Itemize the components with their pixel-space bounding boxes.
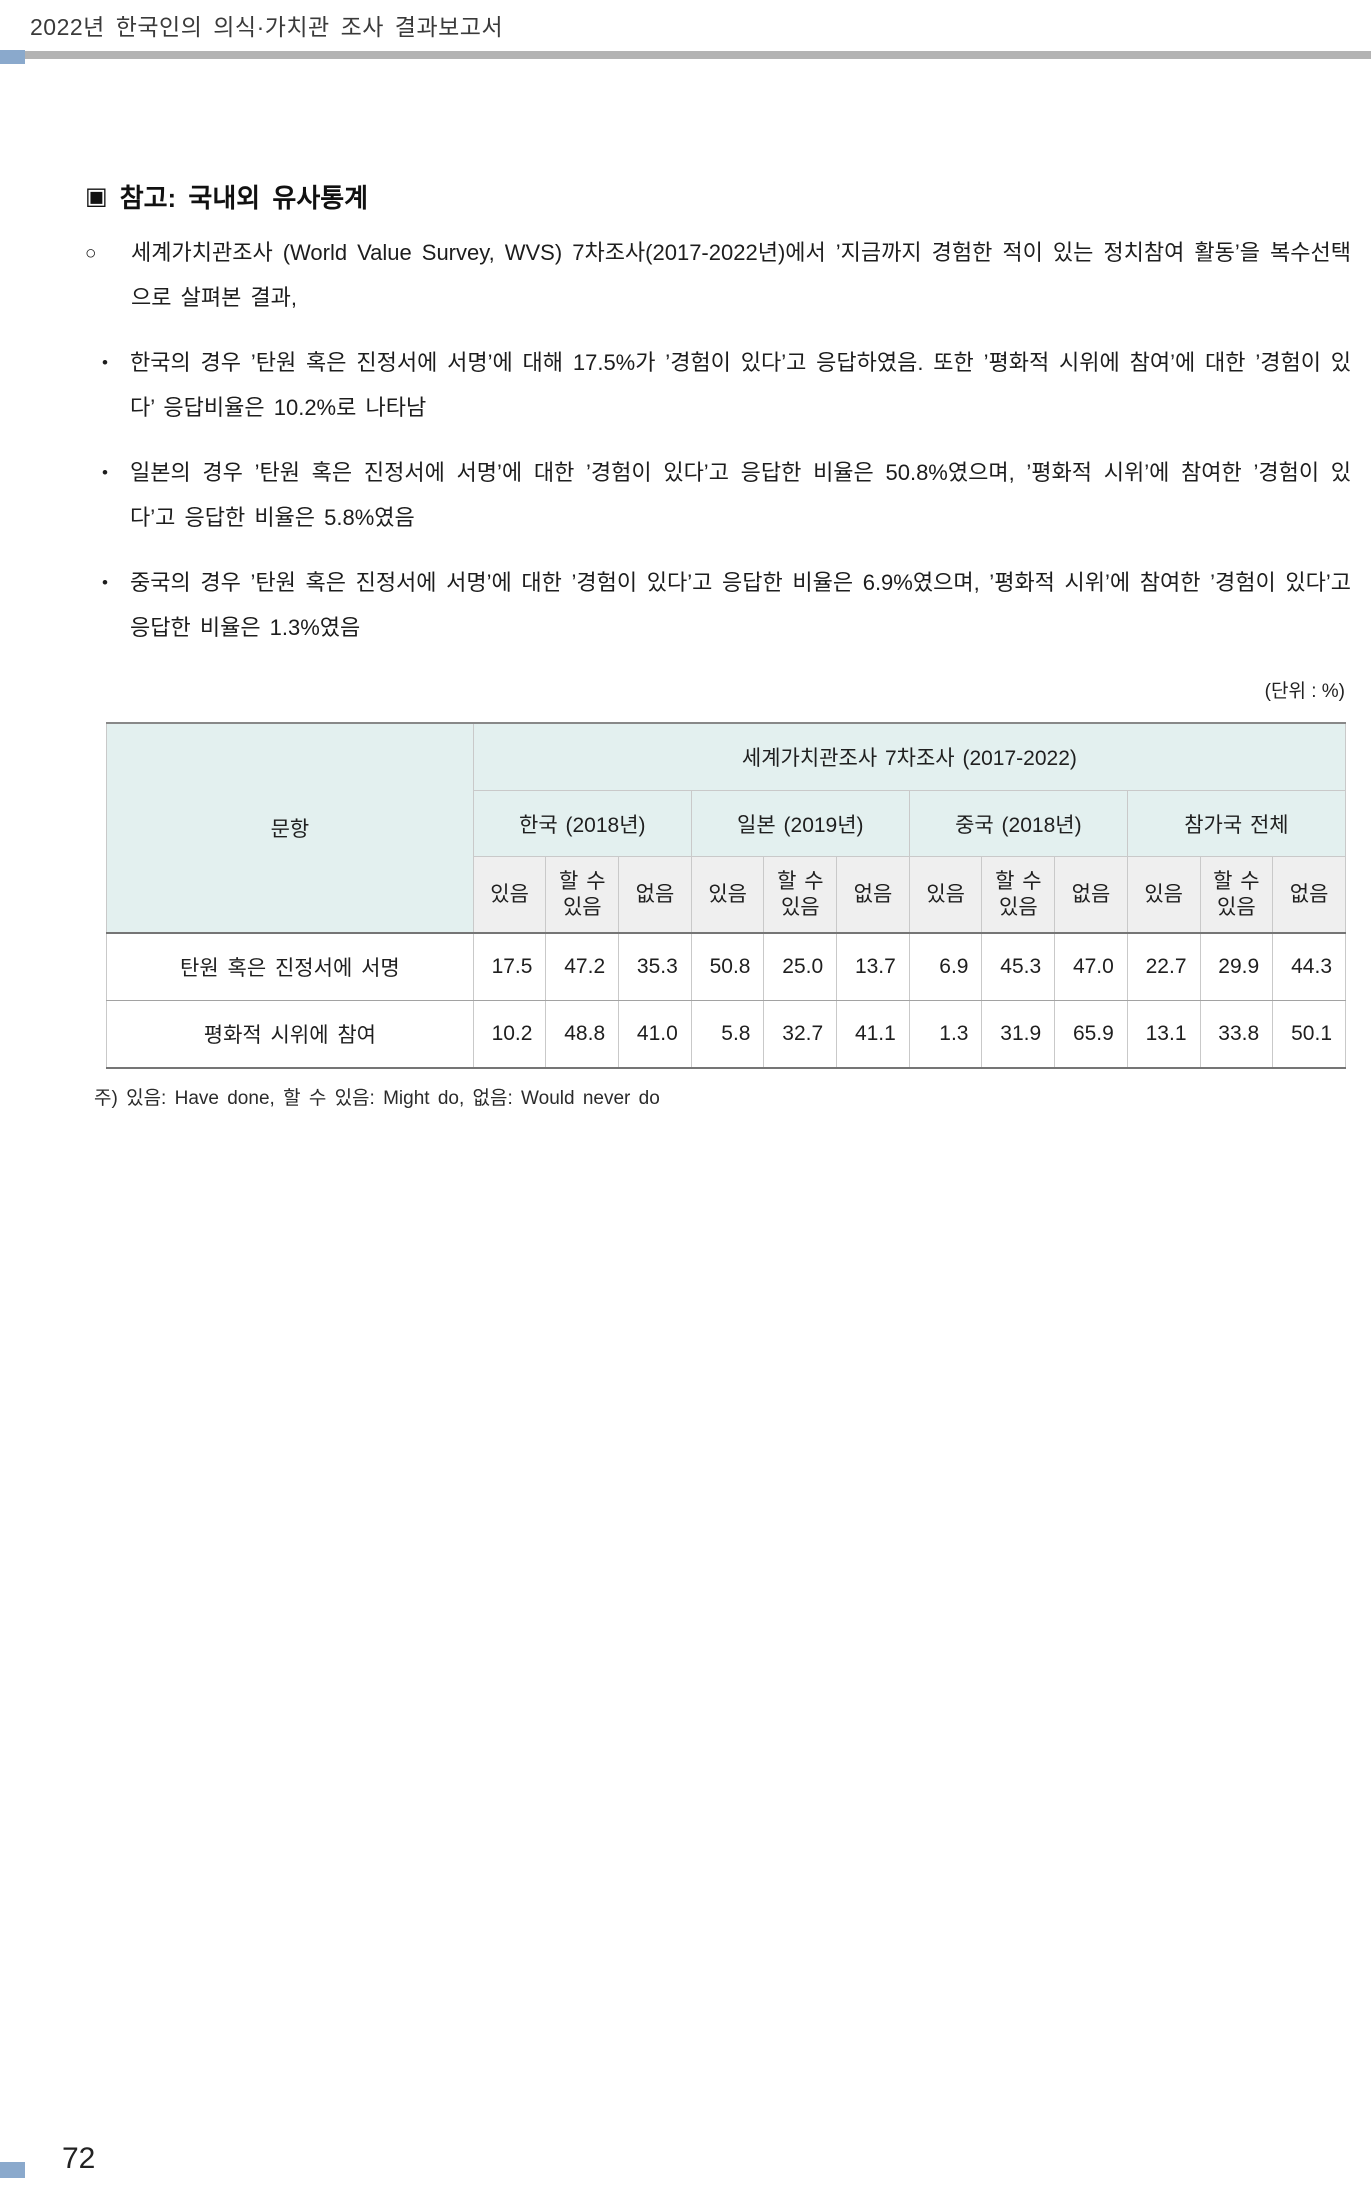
value-cell: 32.7 — [763, 1000, 838, 1069]
table-header-row-countries: 한국 (2018년) 일본 (2019년) 중국 (2018년) 참가국 전체 — [107, 790, 1347, 857]
paragraph-text: 중국의 경우 ’탄원 혹은 진정서에 서명’에 대한 ’경험이 있다’고 응답한… — [130, 570, 1351, 640]
page-number: 72 — [62, 2142, 96, 2175]
table-row: 탄원 혹은 진정서에 서명 17.5 47.2 35.3 50.8 25.0 1… — [106, 932, 1346, 1001]
value-cell: 25.0 — [763, 932, 838, 1001]
body-paragraphs: ○ 세계가치관조사 (World Value Survey, WVS) 7차조사… — [85, 230, 1351, 670]
footer-accent-square — [0, 2162, 25, 2178]
table-footnote: 주) 있음: Have done, 할 수 있음: Might do, 없음: … — [94, 1088, 660, 1109]
value-cell: 50.8 — [690, 932, 765, 1001]
paragraph: ○ 세계가치관조사 (World Value Survey, WVS) 7차조사… — [85, 230, 1351, 320]
value-cell: 45.3 — [981, 932, 1056, 1001]
table-row: 평화적 시위에 참여 10.2 48.8 41.0 5.8 32.7 41.1 … — [106, 1000, 1346, 1069]
subheader: 있음 — [1126, 856, 1201, 934]
circle-bullet-icon: ○ — [85, 243, 97, 264]
value-cell: 5.8 — [690, 1000, 765, 1069]
paragraph: • 일본의 경우 ’탄원 혹은 진정서에 서명’에 대한 ’경험이 있다’고 응… — [85, 450, 1351, 540]
subheader: 할 수 있음 — [763, 856, 838, 934]
column-header-question: 문항 — [106, 722, 474, 934]
dot-bullet-icon: • — [102, 353, 108, 372]
value-cell: 41.1 — [836, 1000, 910, 1069]
dot-bullet-icon: • — [102, 573, 108, 592]
subheader: 있음 — [690, 856, 765, 934]
column-header-survey: 세계가치관조사 7차조사 (2017-2022) — [472, 722, 1347, 791]
dot-bullet-icon: • — [102, 463, 108, 482]
header-rule — [0, 51, 1371, 59]
subheader: 없음 — [618, 856, 692, 934]
subheader: 없음 — [1054, 856, 1128, 934]
subheader: 없음 — [1272, 856, 1346, 934]
value-cell: 33.8 — [1199, 1000, 1274, 1069]
subheader: 있음 — [472, 856, 547, 934]
value-cell: 1.3 — [908, 1000, 983, 1069]
column-header-korea: 한국 (2018년) — [472, 790, 692, 857]
paragraph-text: 세계가치관조사 (World Value Survey, WVS) 7차조사(2… — [131, 240, 1351, 310]
value-cell: 44.3 — [1272, 932, 1346, 1001]
statistics-table: 문항 세계가치관조사 7차조사 (2017-2022) 한국 (2018년) 일… — [106, 722, 1347, 1069]
header-accent-square — [0, 50, 25, 64]
value-cell: 10.2 — [472, 1000, 547, 1069]
value-cell: 65.9 — [1054, 1000, 1128, 1069]
table-header-row-responses: 있음 할 수 있음 없음 있음 할 수 있음 없음 있음 할 수 있음 없음 있… — [107, 856, 1346, 934]
value-cell: 13.1 — [1126, 1000, 1201, 1069]
value-cell: 6.9 — [908, 932, 983, 1001]
value-cell: 41.0 — [618, 1000, 692, 1069]
subheader: 할 수 있음 — [1199, 856, 1274, 934]
value-cell: 22.7 — [1126, 932, 1201, 1001]
column-header-all: 참가국 전체 — [1126, 790, 1347, 857]
column-header-china: 중국 (2018년) — [908, 790, 1128, 857]
subheader: 할 수 있음 — [545, 856, 620, 934]
section-title: ▣ 참고: 국내외 유사통계 — [85, 178, 368, 215]
paragraph: • 중국의 경우 ’탄원 혹은 진정서에 서명’에 대한 ’경험이 있다’고 응… — [85, 560, 1351, 650]
paragraph-text: 일본의 경우 ’탄원 혹은 진정서에 서명’에 대한 ’경험이 있다’고 응답한… — [130, 460, 1351, 530]
value-cell: 29.9 — [1199, 932, 1274, 1001]
paragraph-text: 한국의 경우 ’탄원 혹은 진정서에 서명’에 대해 17.5%가 ’경험이 있… — [130, 350, 1351, 420]
paragraph: • 한국의 경우 ’탄원 혹은 진정서에 서명’에 대해 17.5%가 ’경험이… — [85, 340, 1351, 430]
value-cell: 17.5 — [472, 932, 547, 1001]
subheader: 할 수 있음 — [981, 856, 1056, 934]
subheader: 없음 — [836, 856, 910, 934]
subheader: 있음 — [908, 856, 983, 934]
value-cell: 48.8 — [545, 1000, 620, 1069]
row-label: 탄원 혹은 진정서에 서명 — [106, 932, 474, 1001]
value-cell: 50.1 — [1272, 1000, 1346, 1069]
table-header-row-survey: 문항 세계가치관조사 7차조사 (2017-2022) — [106, 722, 1347, 934]
value-cell: 31.9 — [981, 1000, 1056, 1069]
row-label: 평화적 시위에 참여 — [106, 1000, 474, 1069]
value-cell: 35.3 — [618, 932, 692, 1001]
value-cell: 47.0 — [1054, 932, 1128, 1001]
unit-note: (단위 : %) — [1264, 681, 1345, 702]
value-cell: 47.2 — [545, 932, 620, 1001]
value-cell: 13.7 — [836, 932, 910, 1001]
section-title-text: 참고: 국내외 유사통계 — [119, 183, 369, 213]
column-header-japan: 일본 (2019년) — [690, 790, 910, 857]
section-marker-icon: ▣ — [85, 183, 108, 210]
document-header-title: 2022년 한국인의 의식·가치관 조사 결과보고서 — [30, 14, 504, 40]
